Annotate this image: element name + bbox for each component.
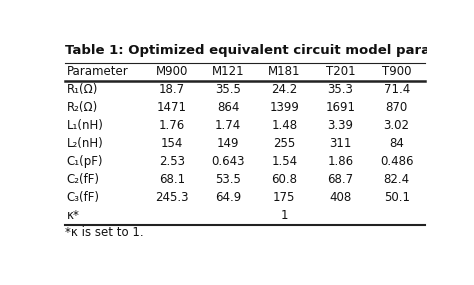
Text: 68.7: 68.7 — [328, 173, 354, 186]
Text: 1399: 1399 — [269, 101, 299, 114]
Text: 154: 154 — [161, 137, 183, 150]
Text: 0.486: 0.486 — [380, 155, 413, 168]
Text: κ*: κ* — [66, 209, 80, 222]
Text: 1.54: 1.54 — [271, 155, 297, 168]
Text: 1.48: 1.48 — [271, 119, 297, 132]
Text: T201: T201 — [326, 65, 356, 78]
Text: 149: 149 — [217, 137, 239, 150]
Text: 1: 1 — [281, 209, 288, 222]
Text: C₃(fF): C₃(fF) — [66, 191, 100, 204]
Text: 3.39: 3.39 — [328, 119, 354, 132]
Text: R₁(Ω): R₁(Ω) — [66, 83, 98, 96]
Text: T900: T900 — [382, 65, 411, 78]
Text: C₁(pF): C₁(pF) — [66, 155, 103, 168]
Text: M181: M181 — [268, 65, 301, 78]
Text: L₂(nH): L₂(nH) — [66, 137, 103, 150]
Text: 870: 870 — [385, 101, 408, 114]
Text: 50.1: 50.1 — [383, 191, 410, 204]
Text: Parameter: Parameter — [66, 65, 128, 78]
Text: 35.3: 35.3 — [328, 83, 354, 96]
Text: 53.5: 53.5 — [215, 173, 241, 186]
Text: M121: M121 — [212, 65, 245, 78]
Text: 175: 175 — [273, 191, 295, 204]
Text: 864: 864 — [217, 101, 239, 114]
Text: 1471: 1471 — [157, 101, 187, 114]
Text: 1.74: 1.74 — [215, 119, 241, 132]
Text: 60.8: 60.8 — [271, 173, 297, 186]
Text: 24.2: 24.2 — [271, 83, 297, 96]
Text: M900: M900 — [156, 65, 188, 78]
Text: Table 1: Optimized equivalent circuit model parameters: Table 1: Optimized equivalent circuit mo… — [65, 44, 474, 57]
Text: 408: 408 — [329, 191, 352, 204]
Text: L₁(nH): L₁(nH) — [66, 119, 103, 132]
Text: 18.7: 18.7 — [159, 83, 185, 96]
Text: 82.4: 82.4 — [383, 173, 410, 186]
Text: 311: 311 — [329, 137, 352, 150]
Text: 84: 84 — [389, 137, 404, 150]
Text: *κ is set to 1.: *κ is set to 1. — [65, 227, 144, 239]
Text: C₂(fF): C₂(fF) — [66, 173, 100, 186]
Text: R₂(Ω): R₂(Ω) — [66, 101, 98, 114]
Text: 2.53: 2.53 — [159, 155, 185, 168]
Text: 68.1: 68.1 — [159, 173, 185, 186]
Text: 245.3: 245.3 — [155, 191, 189, 204]
Text: 1.86: 1.86 — [328, 155, 354, 168]
Text: 71.4: 71.4 — [383, 83, 410, 96]
Text: 255: 255 — [273, 137, 295, 150]
Text: 3.02: 3.02 — [383, 119, 410, 132]
Text: 64.9: 64.9 — [215, 191, 241, 204]
Text: 1691: 1691 — [326, 101, 356, 114]
Text: 0.643: 0.643 — [211, 155, 245, 168]
Text: 35.5: 35.5 — [215, 83, 241, 96]
Text: 1.76: 1.76 — [159, 119, 185, 132]
